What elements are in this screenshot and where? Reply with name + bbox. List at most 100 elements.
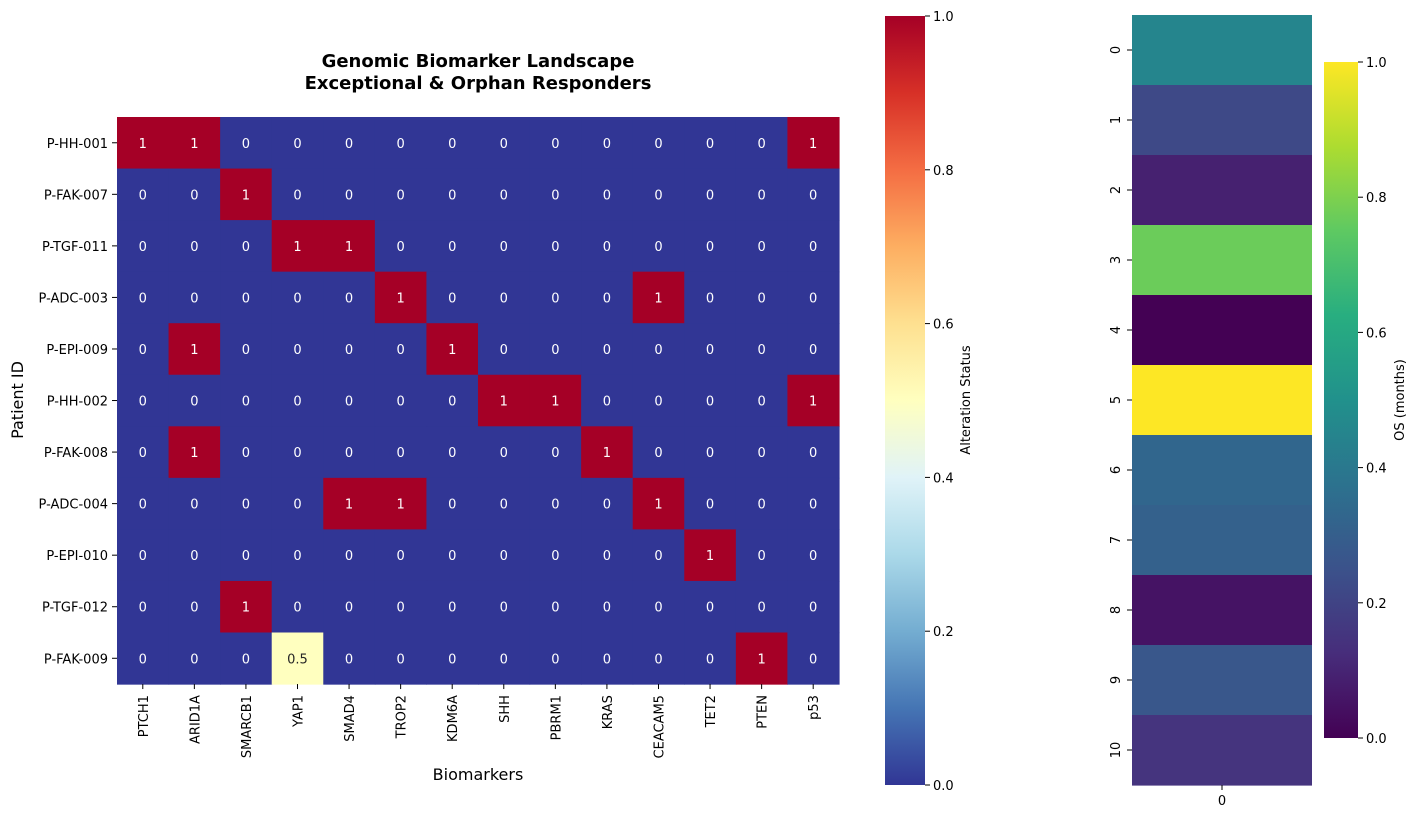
heatmap-cell: [117, 323, 170, 376]
os-heatmap-cell: [1132, 645, 1312, 716]
heatmap-cell: [632, 374, 685, 427]
heatmap-cell: [323, 477, 376, 530]
heatmap-cell: [117, 220, 170, 273]
heatmap-cell: [168, 220, 221, 273]
os-y-tick-label: 10: [1109, 742, 1124, 759]
cell-value-label: 1: [706, 549, 714, 564]
cell-value-label: 0: [448, 498, 456, 513]
cell-value-label: 0: [603, 291, 611, 306]
y-tick-label: P-EPI-009: [46, 343, 108, 358]
cell-value-label: 0: [345, 137, 353, 152]
heatmap-cell: [220, 426, 273, 479]
cell-value-label: 0: [809, 446, 817, 461]
cell-value-label: 1: [345, 240, 353, 255]
cell-value-label: 0: [396, 601, 404, 616]
os-colorbar-gradient: [1324, 62, 1358, 738]
cell-value-label: 0: [293, 137, 301, 152]
cell-value-label: 0: [706, 601, 714, 616]
heatmap-cell: [271, 580, 324, 634]
heatmap-cell: [684, 580, 737, 634]
cell-value-label: 0: [242, 291, 250, 306]
cell-value-label: 0: [448, 240, 456, 255]
heatmap-cell: [787, 374, 840, 427]
cell-value-label: 0: [603, 395, 611, 410]
cell-value-label: 0: [654, 652, 662, 667]
os-colorbar-tick-label: 0.4: [1366, 462, 1387, 477]
heatmap-cell: [323, 632, 376, 685]
heatmap-cell: [168, 632, 221, 685]
heatmap-cell: [529, 374, 582, 427]
os-heatmap-cell: [1132, 15, 1312, 86]
heatmap-cell: [787, 529, 840, 582]
heatmap-cell: [632, 426, 685, 479]
heatmap-cell: [735, 632, 789, 685]
os-heatmap-cell: [1132, 505, 1312, 576]
heatmap-cell: [426, 426, 479, 479]
heatmap-cell: [581, 426, 634, 479]
x-tick-label: PBRM1: [549, 695, 564, 740]
heatmap-cell: [735, 529, 789, 582]
cell-value-label: 1: [139, 137, 147, 152]
heatmap-cell: [117, 477, 170, 530]
heatmap-cell: [426, 271, 479, 324]
cell-value-label: 0: [396, 652, 404, 667]
heatmap-cell: [477, 632, 531, 685]
x-tick-label: PTCH1: [137, 695, 152, 737]
cell-value-label: 0: [706, 343, 714, 358]
cell-value-label: 0: [448, 549, 456, 564]
cell-value-label: 0: [757, 395, 765, 410]
cell-value-label: 0: [345, 343, 353, 358]
alteration-colorbar-tick-label: 0.4: [933, 471, 954, 486]
cell-value-label: 0: [293, 498, 301, 513]
heatmap-cell: [632, 632, 685, 685]
y-tick-label: P-ADC-004: [39, 498, 108, 513]
alteration-colorbar-gradient: [885, 16, 925, 785]
cell-value-label: 1: [293, 240, 301, 255]
heatmap-cell: [168, 168, 221, 221]
cell-value-label: 0: [345, 652, 353, 667]
os-y-tick-labels: 0 1 2 3 4 5 6 7 8 9 10: [1109, 46, 1132, 758]
os-y-tick-label: 0: [1109, 46, 1124, 54]
os-heatmap: 0 1 2 3 4 5 6 7 8 9 10 0: [1109, 15, 1312, 809]
cell-value-label: 0: [603, 240, 611, 255]
cell-value-label: 1: [448, 343, 456, 358]
cell-value-label: 0: [396, 395, 404, 410]
cell-value-label: 0: [190, 240, 198, 255]
cell-value-label: 0: [448, 652, 456, 667]
os-heatmap-cell: [1132, 155, 1312, 226]
cell-value-label: 0: [809, 498, 817, 513]
alteration-colorbar-tick-label: 0.8: [933, 164, 954, 179]
heatmap-cell: [117, 529, 170, 582]
heatmap-cell: [374, 168, 428, 221]
alteration-colorbar-tick-label: 0.0: [933, 779, 954, 794]
heatmap-cell: [684, 168, 737, 221]
cell-value-label: 0: [654, 343, 662, 358]
heatmap-cell: [117, 632, 170, 685]
cell-value-label: 0: [448, 137, 456, 152]
y-tick-label: P-TGF-011: [42, 240, 108, 255]
os-colorbar-tick-label: 0.8: [1366, 191, 1387, 206]
heatmap-cell: [168, 374, 221, 427]
cell-value-label: 0: [500, 240, 508, 255]
cell-value-label: 1: [500, 395, 508, 410]
cell-value-label: 1: [654, 498, 662, 513]
heatmap-cell: [581, 323, 634, 376]
x-tick-label: CEACAM5: [652, 695, 667, 758]
heatmap-cell: [477, 477, 531, 530]
heatmap-cell: [477, 529, 531, 582]
heatmap-cell: [426, 168, 479, 221]
cell-value-label: 0: [293, 395, 301, 410]
cell-value-label: 0: [603, 549, 611, 564]
cell-value-label: 0: [396, 188, 404, 203]
cell-value-label: 0: [706, 498, 714, 513]
heatmap-cell: [374, 632, 428, 685]
heatmap-cell: [426, 529, 479, 582]
heatmap-cell: [529, 271, 582, 324]
cell-value-label: 0: [448, 291, 456, 306]
heatmap-cell: [168, 477, 221, 530]
heatmap-cell: [787, 632, 840, 685]
cell-value-label: 1: [603, 446, 611, 461]
heatmap-cell: [581, 477, 634, 530]
cell-value-label: 0: [139, 652, 147, 667]
cell-value-label: 0: [396, 446, 404, 461]
